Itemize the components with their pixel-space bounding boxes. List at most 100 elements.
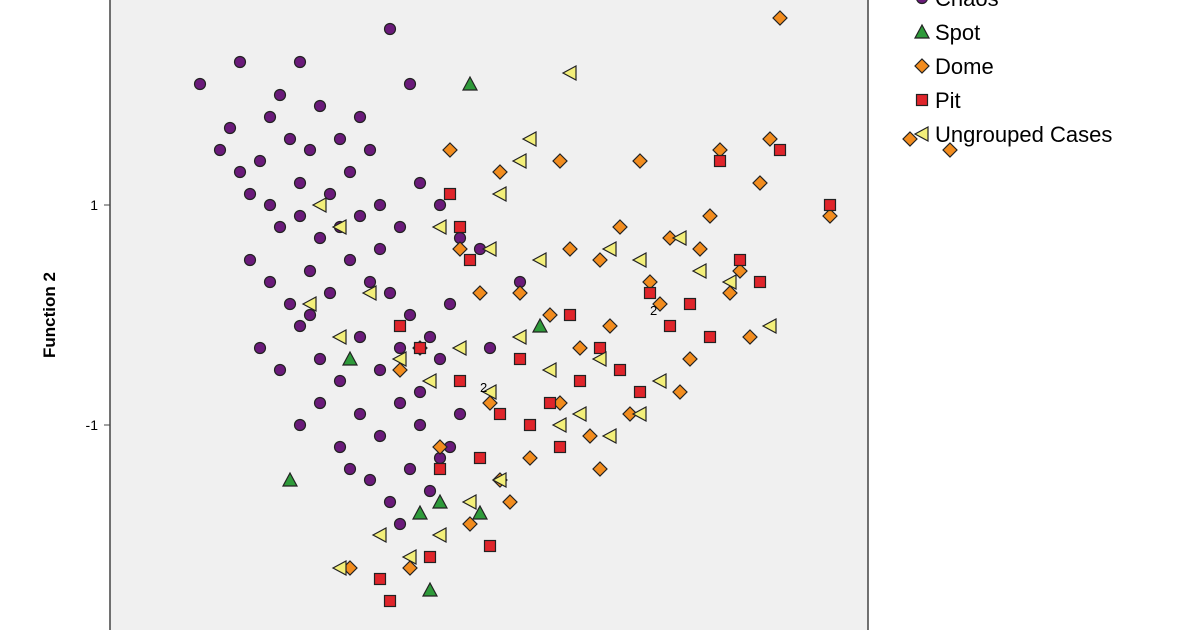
point-chaos [393, 396, 407, 410]
point-pit [593, 341, 607, 355]
legend-marker-ungrouped-cases [913, 125, 929, 143]
point-pit [463, 253, 477, 267]
point-pit [523, 418, 537, 432]
point-dome [622, 406, 638, 422]
point-ungrouped-cases [311, 196, 327, 214]
point-dome [772, 10, 788, 26]
legend-item-pit: Pit [915, 88, 961, 113]
point-chaos [373, 363, 387, 377]
point-chaos [373, 429, 387, 443]
point-dome [512, 285, 528, 301]
point-chaos [373, 242, 387, 256]
point-chaos [443, 297, 457, 311]
point-chaos [253, 341, 267, 355]
point-pit [473, 451, 487, 465]
point-ungrouped-cases [431, 526, 447, 544]
point-chaos [483, 341, 497, 355]
point-pit [453, 374, 467, 388]
point-chaos [243, 187, 257, 201]
point-pit [733, 253, 747, 267]
point-ungrouped-cases [651, 372, 667, 390]
point-dome [472, 285, 488, 301]
point-dome [692, 241, 708, 257]
point-chaos [293, 176, 307, 190]
point-dome [722, 285, 738, 301]
point-chaos [343, 165, 357, 179]
point-ungrouped-cases [761, 317, 777, 335]
point-spot [531, 317, 549, 333]
point-pit [513, 352, 527, 366]
point-chaos [393, 220, 407, 234]
point-chaos [393, 517, 407, 531]
point-dome [522, 450, 538, 466]
point-chaos [363, 143, 377, 157]
legend-label-pit: Pit [935, 88, 961, 113]
point-ungrouped-cases [521, 130, 537, 148]
point-dome [502, 494, 518, 510]
point-pit [753, 275, 767, 289]
point-pit [823, 198, 837, 212]
point-dome [482, 395, 498, 411]
point-spot [421, 581, 439, 597]
point-ungrouped-cases [631, 405, 647, 423]
point-chaos [273, 363, 287, 377]
point-chaos [333, 132, 347, 146]
point-ungrouped-cases [331, 559, 347, 577]
point-chaos [303, 143, 317, 157]
point-pit [493, 407, 507, 421]
point-count-label: 2 [650, 303, 657, 318]
point-chaos [363, 473, 377, 487]
point-dome [702, 208, 718, 224]
point-dome [592, 252, 608, 268]
point-dome [632, 153, 648, 169]
point-ungrouped-cases [401, 548, 417, 566]
point-chaos [313, 352, 327, 366]
point-dome [672, 384, 688, 400]
point-dome [582, 428, 598, 444]
point-chaos [233, 55, 247, 69]
point-spot [281, 471, 299, 487]
point-dome [612, 219, 628, 235]
point-chaos [393, 341, 407, 355]
point-ungrouped-cases [371, 526, 387, 544]
point-chaos [273, 88, 287, 102]
series-dome [342, 10, 958, 576]
point-ungrouped-cases [361, 284, 377, 302]
legend-item-spot: Spot [913, 20, 980, 45]
point-chaos [413, 176, 427, 190]
point-pit [383, 594, 397, 608]
legend-item-dome: Dome [914, 54, 994, 79]
point-chaos [423, 330, 437, 344]
legend-marker-pit [915, 93, 929, 107]
point-chaos [433, 352, 447, 366]
point-ungrouped-cases [551, 416, 567, 434]
point-dome [822, 208, 838, 224]
point-chaos [413, 385, 427, 399]
legend-label-spot: Spot [935, 20, 980, 45]
point-chaos [193, 77, 207, 91]
point-chaos [263, 275, 277, 289]
point-ungrouped-cases [491, 471, 507, 489]
point-chaos [293, 209, 307, 223]
legend-marker-chaos [916, 0, 928, 5]
point-ungrouped-cases [451, 339, 467, 357]
point-dome [762, 131, 778, 147]
series-pit [373, 143, 837, 608]
point-chaos [353, 407, 367, 421]
y-axis-title: Function 2 [40, 272, 59, 358]
point-ungrouped-cases [481, 240, 497, 258]
point-ungrouped-cases [511, 328, 527, 346]
point-dome [432, 439, 448, 455]
plot-area [109, 0, 869, 630]
point-dome [572, 340, 588, 356]
point-ungrouped-cases [691, 262, 707, 280]
y-tick-label: -1 [86, 417, 99, 433]
point-chaos [233, 165, 247, 179]
point-pit [443, 187, 457, 201]
point-chaos [383, 286, 397, 300]
point-ungrouped-cases [491, 185, 507, 203]
series-spot [281, 75, 549, 597]
point-ungrouped-cases [541, 361, 557, 379]
point-ungrouped-cases [591, 350, 607, 368]
point-chaos [283, 297, 297, 311]
